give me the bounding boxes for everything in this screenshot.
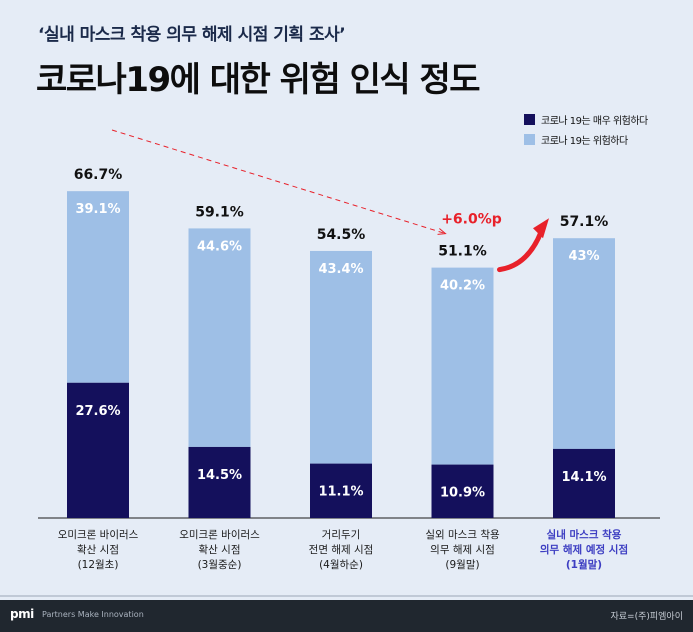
legend-swatch-dark [524,113,535,125]
data-source: 자료=(주)피엠아이 [610,612,683,622]
total-label: 54.5% [317,227,366,243]
category-label: (9월말) [445,559,479,571]
bar-segment-very-dangerous [67,382,129,518]
legend-item-very-dangerous: 코로나 19는 매우 위험하다 [524,110,648,128]
bar-segment-very-dangerous [431,464,494,518]
total-label: 51.1% [438,244,487,260]
category-label: 의무 해제 시점 [430,543,495,556]
bar-segment-very-dangerous [553,448,615,518]
category-label: 오미크론 바이러스 [58,529,139,541]
category-label: (1월말) [566,558,602,571]
bar-segment-dangerous [431,267,494,465]
company-logo: pmi [10,607,34,621]
footer-bar: pmi Partners Make Innovation 자료=(주)피엠아이 [0,600,693,632]
company-tagline: Partners Make Innovation [42,610,144,619]
category-label: 전면 해제 시점 [309,543,374,556]
total-label: 66.7% [74,167,123,183]
rise-arrowhead [533,218,549,239]
data-label-very-dangerous: 27.6% [75,404,120,419]
trend-arrowhead [437,228,447,235]
bar-segment-dangerous [310,250,372,464]
total-label: 57.1% [560,214,609,230]
data-label-dangerous: 39.1% [75,202,120,217]
data-label-dangerous: 40.2% [440,279,485,294]
category-label: 확산 시점 [77,543,119,556]
bar-segment-very-dangerous [310,463,372,518]
legend: 코로나 19는 매우 위험하다 코로나 19는 위험하다 [524,110,648,150]
category-label: 실내 마스크 착용 [547,528,622,541]
chart-subtitle: ‘실내 마스크 착용 의무 해제 시점 기획 조사’ [38,25,346,45]
category-label: 의무 해제 예정 시점 [540,543,628,556]
legend-swatch-light [524,133,535,145]
category-label: 오미크론 바이러스 [179,529,260,541]
category-label: 거리두기 [322,529,361,541]
bar-segment-dangerous [67,191,129,383]
data-label-very-dangerous: 11.1% [318,485,363,500]
legend-item-dangerous: 코로나 19는 위험하다 [524,130,648,148]
data-label-very-dangerous: 14.5% [197,468,242,483]
bar-segment-dangerous [553,238,615,449]
legend-label: 코로나 19는 매우 위험하다 [541,115,648,127]
change-annotation: +6.0%p [441,212,502,228]
chart-title: 코로나19에 대한 위험 인식 정도 [36,60,481,100]
category-label: (12월초) [78,559,119,571]
trend-dashed-arrow [111,129,446,235]
rise-arrow [497,229,544,273]
bar-segment-dangerous [188,228,251,447]
bar-segment-very-dangerous [188,446,251,518]
legend-label: 코로나 19는 위험하다 [541,135,628,147]
category-label: (3월중순) [198,559,242,571]
data-label-dangerous: 44.6% [197,239,242,254]
category-label: (4월하순) [319,558,363,571]
data-label-very-dangerous: 14.1% [561,470,606,485]
data-label-very-dangerous: 10.9% [440,486,485,501]
data-label-dangerous: 43% [568,249,599,264]
total-label: 59.1% [195,204,244,220]
category-label: 실외 마스크 착용 [425,529,500,541]
category-label: 확산 시점 [199,543,241,556]
data-label-dangerous: 43.4% [318,262,363,277]
